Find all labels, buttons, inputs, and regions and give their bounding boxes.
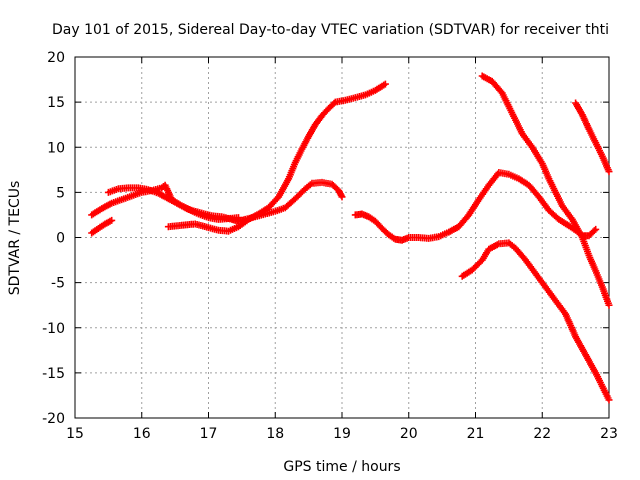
x-tick-labels: 15 16 17 18 19 20 21 22 23: [66, 426, 618, 442]
y-tick-label: 0: [56, 231, 65, 247]
axis-ticks: [74, 56, 610, 419]
series-markers: [88, 216, 116, 237]
series-track-5: [351, 169, 600, 244]
series-track-3: [104, 184, 242, 223]
x-tick-label: 19: [333, 426, 351, 442]
x-axis-label: GPS time / hours: [283, 459, 400, 475]
series-markers: [351, 169, 600, 244]
y-tick-label: -10: [42, 321, 65, 337]
x-tick-label: 22: [533, 426, 551, 442]
y-tick-labels: 20 15 10 5 0 -5 -10 -15 -20: [42, 50, 65, 427]
series-track-8: [572, 99, 613, 176]
series-track-7: [478, 72, 613, 309]
series-track-6: [458, 239, 613, 404]
series-markers: [572, 99, 613, 176]
x-tick-label: 21: [467, 426, 485, 442]
x-tick-label: 15: [66, 426, 84, 442]
series-track-1: [88, 216, 116, 237]
y-tick-label: -5: [51, 276, 65, 292]
series-markers: [458, 239, 613, 404]
y-tick-label: 20: [47, 50, 65, 66]
chart-title: Day 101 of 2015, Sidereal Day-to-day VTE…: [52, 22, 609, 38]
x-tick-label: 20: [400, 426, 418, 442]
x-tick-label: 16: [133, 426, 151, 442]
data-series: [88, 72, 613, 404]
y-tick-label: 15: [47, 95, 65, 111]
x-tick-label: 23: [600, 426, 618, 442]
y-axis-label: SDTVAR / TECUs: [7, 181, 23, 296]
y-tick-label: 5: [56, 185, 65, 201]
y-tick-label: 10: [47, 140, 65, 156]
x-tick-label: 18: [266, 426, 284, 442]
series-markers: [164, 80, 389, 235]
y-tick-label: -15: [42, 366, 65, 382]
y-tick-label: -20: [42, 411, 65, 427]
series-markers: [104, 184, 242, 223]
x-tick-label: 17: [200, 426, 218, 442]
grid-lines: [75, 57, 609, 418]
series-markers: [478, 72, 613, 309]
series-track-4: [164, 80, 389, 235]
